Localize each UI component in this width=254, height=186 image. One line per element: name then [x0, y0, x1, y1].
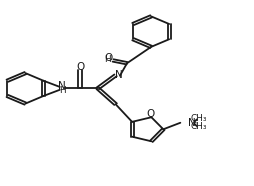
Text: CH₃: CH₃ [191, 114, 207, 123]
Text: N: N [58, 81, 66, 92]
Text: N: N [115, 70, 123, 80]
Text: CH₃: CH₃ [191, 122, 207, 131]
Text: H: H [104, 55, 110, 64]
Text: O: O [147, 109, 155, 119]
Text: O: O [76, 62, 84, 72]
Text: H: H [59, 86, 66, 95]
Text: N: N [188, 118, 196, 128]
Text: O: O [104, 53, 112, 63]
